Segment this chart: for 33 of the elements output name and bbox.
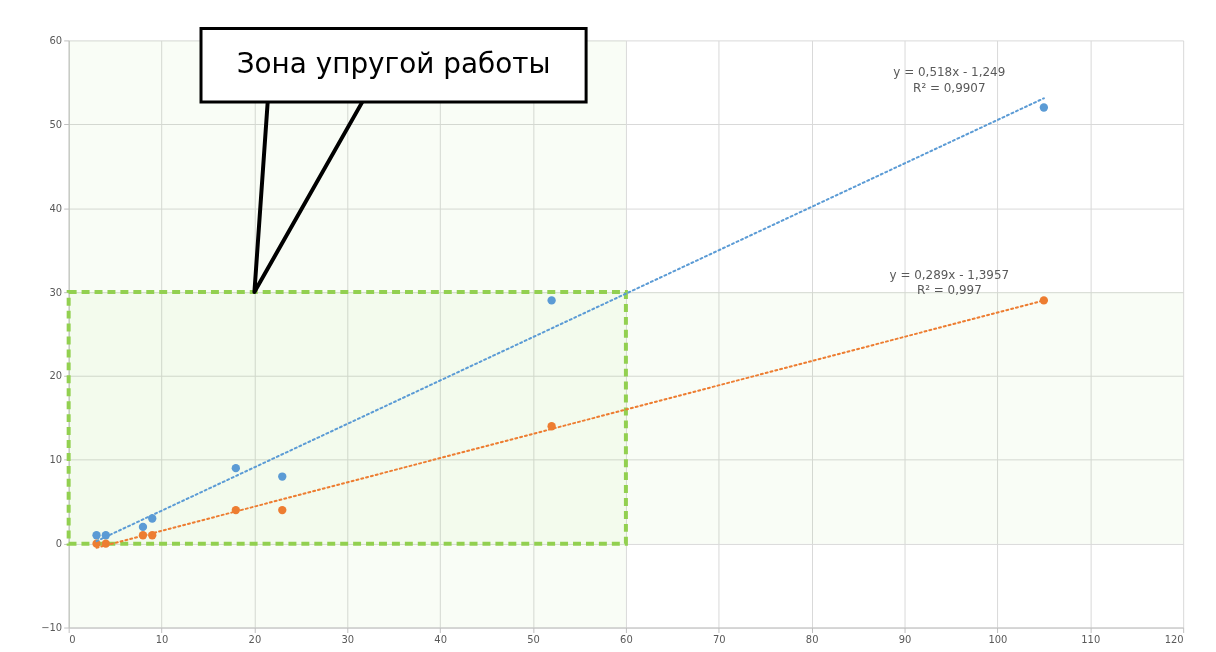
point — [1039, 103, 1049, 112]
point — [278, 472, 287, 481]
y-tick-label: 20 — [49, 370, 63, 382]
y-tick-label: −10 — [41, 622, 63, 633]
x-tick-label: 70 — [712, 633, 726, 645]
annotation: R² = 0,997 — [916, 283, 982, 298]
x-tick-label: 20 — [248, 633, 262, 645]
annotation: Зона упругой работы — [236, 47, 551, 81]
x-tick-label: 10 — [155, 633, 169, 645]
x-tick-label: 60 — [620, 633, 633, 645]
x-tick-label: 0 — [69, 633, 76, 645]
x-tick-label: 110 — [1081, 633, 1101, 645]
y-tick-label: 40 — [49, 202, 63, 214]
y-tick-label: 0 — [55, 538, 63, 550]
annotation: R² = 0,9907 — [913, 81, 986, 96]
x-tick-label: 80 — [805, 633, 819, 645]
point — [231, 464, 240, 473]
y-tick-label: 50 — [49, 118, 63, 130]
point — [138, 522, 148, 532]
y-tick-label: 10 — [49, 454, 63, 466]
x-tick-label: 120 — [1164, 633, 1184, 645]
annotation: y = 0,289x - 1,3957 — [889, 267, 1010, 282]
x-tick-label: 100 — [988, 633, 1008, 645]
y-tick-label: 30 — [49, 286, 63, 298]
point — [278, 505, 287, 515]
point — [547, 296, 556, 305]
x-tick-label: 40 — [434, 633, 447, 645]
annotation: y = 0,518x - 1,249 — [893, 65, 1006, 80]
x-tick-label: 50 — [527, 633, 540, 645]
x-tick-label: 30 — [341, 633, 355, 645]
y-tick-label: 60 — [49, 34, 63, 46]
point — [92, 531, 101, 540]
x-tick-label: 90 — [898, 633, 912, 645]
